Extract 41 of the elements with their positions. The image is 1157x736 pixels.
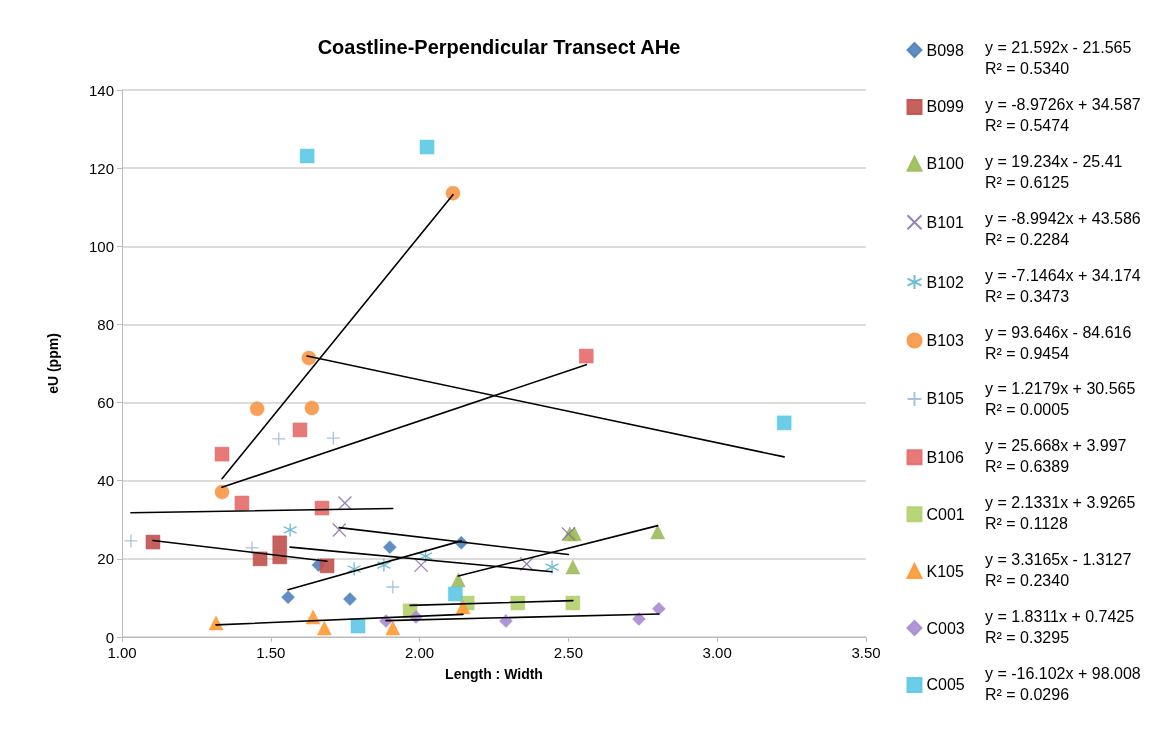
text: y = -8.9942x + 43.586 R² = 0.2284 — [985, 209, 1141, 248]
text: y = 1.8311x + 0.7425 R² = 0.3295 — [985, 608, 1135, 646]
x-tick-label: 3.00 — [702, 644, 732, 661]
legend-label: B102 — [926, 273, 964, 291]
legend-label: B103 — [926, 332, 964, 349]
legend-label: B105 — [926, 390, 964, 408]
text: y = 93.646x - 84.616 R² = 0.9454 — [985, 323, 1132, 362]
y-tick-label: 140 — [88, 81, 114, 99]
text: y = -16.102x + 98.008 R² = 0.0296 — [985, 664, 1141, 703]
x-tick-label: 1.00 — [107, 644, 137, 661]
y-tick-label: 100 — [88, 237, 114, 255]
x-axis-title: Length : Width — [445, 666, 543, 682]
y-tick-label: 40 — [97, 472, 114, 490]
legend-label: C001 — [926, 505, 965, 523]
y-tick-label: 120 — [88, 159, 114, 177]
legend-label: B098 — [926, 41, 964, 59]
text: y = 1.2179x + 30.565 R² = 0.0005 — [985, 380, 1136, 419]
text: y = 19.234x - 25.41 R² = 0.6125 — [985, 152, 1123, 191]
x-tick-label: 1.50 — [256, 644, 286, 661]
x-tick-label: 2.00 — [405, 644, 435, 661]
y-axis-title: eU (ppm) — [45, 333, 61, 394]
x-tick-label: 3.50 — [851, 644, 881, 661]
y-tick-label: 0 — [105, 628, 114, 646]
legend-label: K105 — [926, 562, 964, 580]
legend-label: B106 — [926, 448, 964, 466]
text: y = 21.592x - 21.565 R² = 0.5340 — [985, 39, 1132, 77]
legend-label: B099 — [926, 98, 964, 116]
text: y = 2.1331x + 3.9265 R² = 0.1128 — [985, 494, 1136, 533]
text: y = -7.1464x + 34.174 R² = 0.3473 — [985, 266, 1141, 305]
y-tick-label: 60 — [97, 394, 114, 412]
legend-label: B101 — [926, 213, 964, 231]
chart-title: Coastline-Perpendicular Transect AHe — [317, 36, 681, 58]
text: y = 25.668x + 3.997 R² = 0.6389 — [985, 437, 1127, 476]
text: y = 3.3165x - 1.3127 R² = 0.2340 — [985, 551, 1132, 590]
legend-label: B100 — [926, 155, 964, 173]
y-tick-label: 20 — [97, 550, 114, 568]
y-tick-label: 80 — [97, 315, 114, 333]
legend-label: C003 — [926, 619, 965, 637]
x-tick-label: 2.50 — [553, 644, 583, 661]
legend-label: C005 — [926, 676, 965, 694]
text: y = -8.9726x + 34.587 R² = 0.5474 — [985, 95, 1141, 134]
